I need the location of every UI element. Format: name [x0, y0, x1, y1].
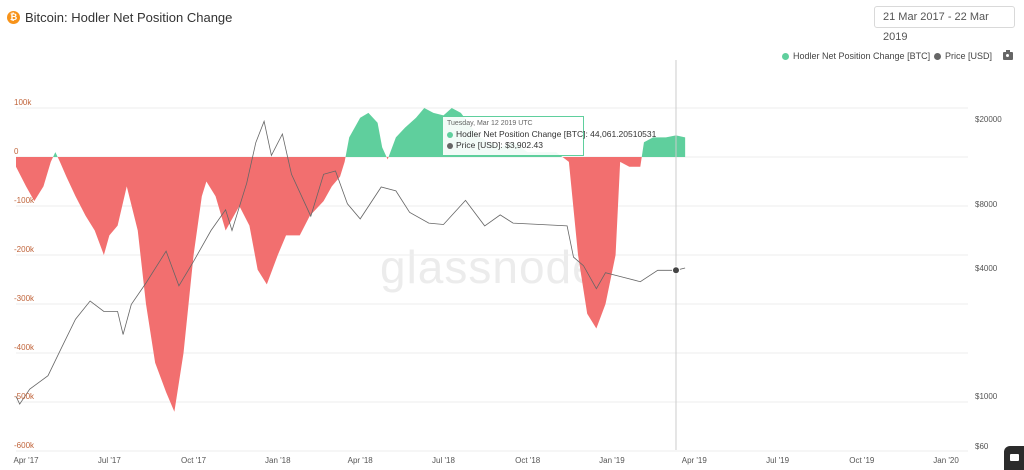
price-line: [15, 119, 686, 405]
legend-dot-icon: [934, 53, 941, 61]
tooltip-price-value: Price [USD]: $3,902.43: [456, 140, 543, 150]
x-tick-label: Jul '17: [98, 456, 121, 465]
chart-header: ₿ Bitcoin: Hodler Net Position Change 21…: [0, 0, 1024, 43]
chat-button[interactable]: [1004, 446, 1024, 470]
y-right-axis-ticks: $20000 $8000 $4000 $1000 $60: [975, 115, 1002, 451]
price-marker: [671, 266, 680, 275]
x-tick-label: Apr '19: [682, 456, 708, 465]
x-tick-label: Apr '18: [348, 456, 374, 465]
x-tick-label: Oct '17: [181, 456, 207, 465]
legend-dot-icon: [782, 53, 789, 61]
chart-tooltip: Tuesday, Mar 12 2019 UTC Hodler Net Posi…: [442, 116, 656, 156]
y-left-axis-ticks: 100k 0 -100k -200k -300k -400k -500k -600k: [14, 98, 35, 450]
legend-label-net-position: Hodler Net Position Change [BTC]: [793, 51, 931, 61]
x-tick-label: Jul '19: [766, 456, 789, 465]
tooltip-date: Tuesday, Mar 12 2019 UTC: [447, 120, 533, 127]
y-left-tick-label: -300k: [14, 294, 35, 303]
x-tick-label: Oct '18: [515, 456, 541, 465]
x-tick-label: Jan '18: [265, 456, 291, 465]
y-left-tick-label: 100k: [14, 98, 32, 107]
bitcoin-icon: ₿: [7, 11, 20, 24]
legend-item-net-position[interactable]: Hodler Net Position Change [BTC]: [782, 50, 930, 62]
area-positive: [16, 108, 686, 157]
x-tick-label: Jul '18: [432, 456, 455, 465]
y-right-tick-label: $20000: [975, 115, 1002, 124]
camera-icon[interactable]: [1003, 50, 1013, 60]
legend-item-price[interactable]: Price [USD]: [934, 50, 992, 62]
area-negative: [16, 157, 686, 412]
chart-title: Bitcoin: Hodler Net Position Change: [25, 10, 233, 25]
x-tick-label: Jan '20: [933, 456, 959, 465]
y-right-tick-label: $1000: [975, 392, 998, 401]
y-left-tick-label: -400k: [14, 343, 35, 352]
legend-label-price: Price [USD]: [945, 51, 993, 61]
y-right-tick-label: $60: [975, 442, 989, 451]
y-right-tick-label: $4000: [975, 264, 998, 273]
crosshair: [671, 60, 680, 450]
watermark: glassnode: [380, 241, 599, 293]
net-position-areas: [16, 108, 686, 412]
y-left-tick-label: -200k: [14, 245, 35, 254]
legend-dot-icon: [447, 131, 453, 138]
y-left-tick-label: 0: [14, 147, 19, 156]
legend-dot-icon: [447, 142, 453, 149]
y-left-tick-label: -100k: [14, 196, 35, 205]
y-left-tick-label: -600k: [14, 441, 35, 450]
y-right-tick-label: $8000: [975, 200, 998, 209]
tooltip-net-value: Hodler Net Position Change [BTC]: 44,061…: [456, 129, 657, 139]
x-tick-label: Oct '19: [849, 456, 875, 465]
x-axis-ticks: Apr '17 Jul '17 Oct '17 Jan '18 Apr '18 Jul '…: [14, 456, 960, 465]
x-tick-label: Apr '17: [14, 456, 40, 465]
date-range-picker[interactable]: 21 Mar 2017 - 22 Mar 2019: [874, 6, 1015, 43]
y-left-tick-label: -500k: [14, 392, 35, 401]
x-tick-label: Jan '19: [599, 456, 625, 465]
price-series-line: [15, 119, 686, 405]
